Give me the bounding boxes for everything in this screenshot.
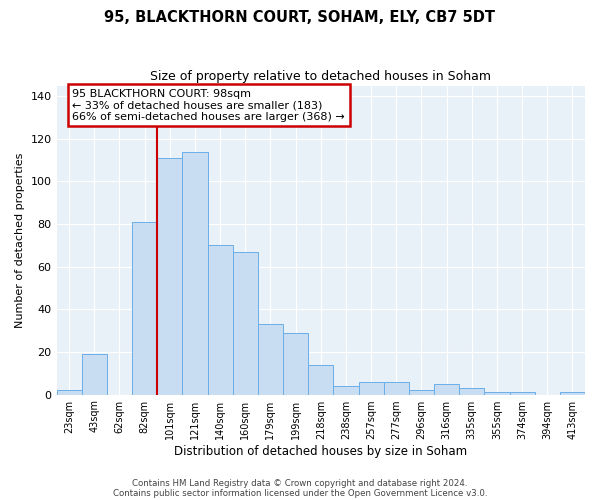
- Bar: [560, 392, 585, 394]
- Title: Size of property relative to detached houses in Soham: Size of property relative to detached ho…: [150, 70, 491, 83]
- Bar: [434, 384, 459, 394]
- Bar: [359, 382, 383, 394]
- Bar: [459, 388, 484, 394]
- Bar: [383, 382, 409, 394]
- Text: Contains public sector information licensed under the Open Government Licence v3: Contains public sector information licen…: [113, 488, 487, 498]
- Bar: [182, 152, 208, 394]
- Bar: [334, 386, 359, 394]
- Text: 95, BLACKTHORN COURT, SOHAM, ELY, CB7 5DT: 95, BLACKTHORN COURT, SOHAM, ELY, CB7 5D…: [104, 10, 496, 25]
- Bar: [56, 390, 82, 394]
- Y-axis label: Number of detached properties: Number of detached properties: [15, 152, 25, 328]
- Bar: [233, 252, 258, 394]
- X-axis label: Distribution of detached houses by size in Soham: Distribution of detached houses by size …: [174, 444, 467, 458]
- Bar: [484, 392, 509, 394]
- Text: 95 BLACKTHORN COURT: 98sqm
← 33% of detached houses are smaller (183)
66% of sem: 95 BLACKTHORN COURT: 98sqm ← 33% of deta…: [73, 88, 345, 122]
- Bar: [283, 333, 308, 394]
- Bar: [157, 158, 182, 394]
- Bar: [308, 364, 334, 394]
- Bar: [258, 324, 283, 394]
- Text: Contains HM Land Registry data © Crown copyright and database right 2024.: Contains HM Land Registry data © Crown c…: [132, 478, 468, 488]
- Bar: [82, 354, 107, 395]
- Bar: [132, 222, 157, 394]
- Bar: [509, 392, 535, 394]
- Bar: [409, 390, 434, 394]
- Bar: [208, 246, 233, 394]
